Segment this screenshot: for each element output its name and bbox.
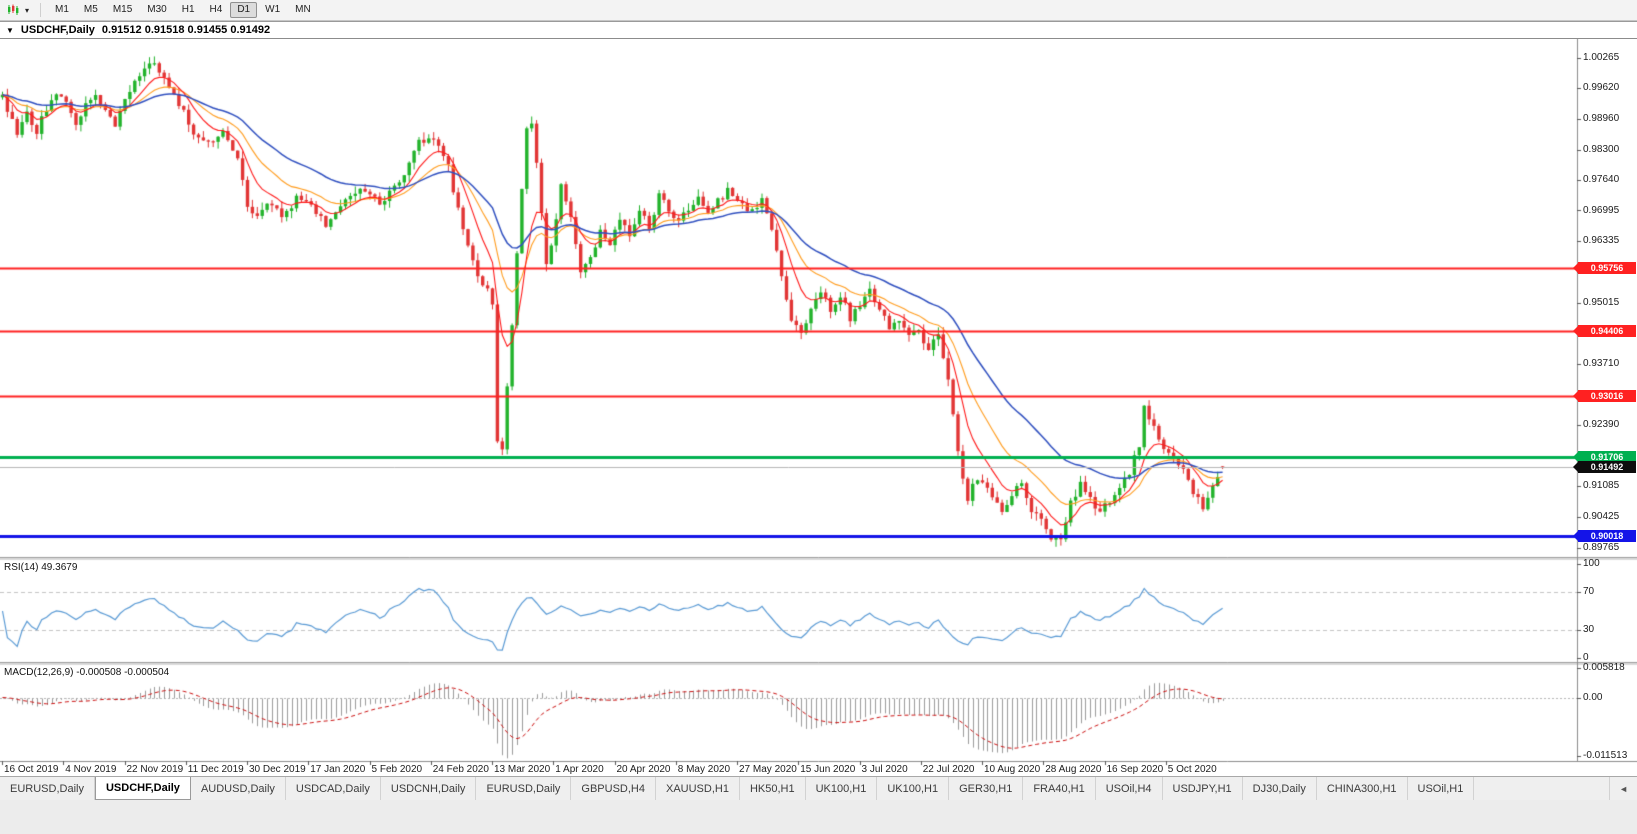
chart-tab-fra40-h1[interactable]: FRA40,H1 (1023, 777, 1096, 800)
date-axis-label: 17 Jan 2020 (310, 764, 366, 775)
chart-tab-usdchf-daily[interactable]: USDCHF,Daily (94, 777, 191, 800)
chart-tab-china300-h1[interactable]: CHINA300,H1 (1317, 777, 1408, 800)
price-line-tag: 0.95756 (1573, 262, 1636, 275)
rsi-axis-tick: 30 (1583, 623, 1595, 635)
price-axis-tick: 0.98300 (1583, 143, 1620, 155)
chart-tab-list: EURUSD,Daily USDCHF,Daily AUDUSD,Daily USDC… (0, 777, 1475, 800)
chart-tab-uk100-h1[interactable]: UK100,H1 (877, 777, 950, 800)
chart-tab-dj30-daily[interactable]: DJ30,Daily (1243, 777, 1317, 800)
date-axis-label: 27 May 2020 (739, 764, 797, 775)
date-axis-label: 8 May 2020 (677, 764, 731, 775)
price-axis-tick: 0.89765 (1583, 541, 1620, 553)
rsi-axis-tick: 70 (1583, 586, 1595, 598)
chart-tab-hk50-h1[interactable]: HK50,H1 (740, 777, 806, 800)
timeframe-button-w1[interactable]: W1 (265, 4, 281, 15)
price-axis-tick: 0.99620 (1583, 82, 1620, 93)
chart-tab-xauusd-h1[interactable]: XAUUSD,H1 (656, 777, 740, 800)
timeframe-button-h4[interactable]: H4 (209, 4, 223, 15)
date-axis-label: 13 Mar 2020 (494, 764, 551, 775)
date-axis-label: 3 Jul 2020 (861, 764, 908, 775)
toolbar-separator (40, 3, 42, 17)
chart-title-ohlc: 0.91512 0.91518 0.91455 0.91492 (101, 24, 271, 36)
chart-window: ▼ USDCHF,Daily 0.91512 0.91518 0.91455 0… (0, 21, 1637, 776)
chart-title-symbol: USDCHF,Daily (20, 24, 95, 36)
timeframe-button-group: M1 M5 M15 M30 H1 H4 D1 W1 MN (48, 2, 318, 18)
timeframe-button-mn[interactable]: MN (295, 4, 311, 15)
price-axis-tick: 0.92390 (1583, 419, 1620, 431)
macd-axis-tick: -0.011513 (1583, 749, 1628, 761)
price-axis-tick: 0.95015 (1583, 296, 1620, 308)
chart-type-caret-icon[interactable]: ▾ (25, 5, 30, 15)
status-strip (0, 800, 1637, 834)
date-axis-label: 5 Feb 2020 (371, 764, 423, 775)
tab-bar-spacer (1474, 777, 1609, 800)
chart-tab-uk100-h1[interactable]: UK100,H1 (806, 777, 878, 800)
chart-tab-gbpusd-h4[interactable]: GBPUSD,H4 (571, 777, 656, 800)
chart-tab-usdcad-daily[interactable]: USDCAD,Daily (286, 777, 381, 800)
date-axis-label: 4 Nov 2019 (65, 764, 117, 775)
chart-tab-eurusd-daily[interactable]: EURUSD,Daily (0, 777, 95, 800)
date-axis-label: 28 Aug 2020 (1045, 764, 1102, 775)
price-chart-canvas[interactable] (0, 22, 1637, 776)
date-axis-label: 10 Aug 2020 (984, 764, 1041, 775)
date-axis-label: 1 Apr 2020 (555, 764, 604, 775)
price-axis-tick: 0.96335 (1583, 235, 1620, 247)
chart-tab-audusd-daily[interactable]: AUDUSD,Daily (191, 777, 286, 800)
date-axis-label: 15 Jun 2020 (800, 764, 856, 775)
date-axis-label: 5 Oct 2020 (1167, 764, 1217, 775)
rsi-axis-tick: 100 (1583, 558, 1600, 569)
price-line-tag: 0.91706 (1573, 451, 1636, 464)
chart-collapse-icon[interactable]: ▼ (6, 25, 14, 35)
price-line-tag: 0.93016 (1573, 390, 1636, 403)
price-axis-tick: 0.91085 (1583, 480, 1620, 492)
chart-tab-usoil-h1[interactable]: USOil,H1 (1408, 777, 1475, 800)
date-axis-label: 30 Dec 2019 (249, 764, 306, 775)
timeframe-button-d1[interactable]: D1 (230, 2, 258, 18)
timeframe-button-m30[interactable]: M30 (147, 4, 167, 15)
chart-title-bar: ▼ USDCHF,Daily 0.91512 0.91518 0.91455 0… (0, 22, 1637, 39)
price-axis-tick: 0.97640 (1583, 174, 1620, 186)
macd-indicator-label: MACD(12,26,9) -0.000508 -0.000504 (4, 667, 170, 678)
price-axis-tick: 0.96995 (1583, 204, 1620, 216)
chart-tab-usoil-h4[interactable]: USOil,H4 (1096, 777, 1163, 800)
timeframe-button-h1[interactable]: H1 (181, 4, 195, 15)
chart-type-icon[interactable] (5, 3, 22, 17)
timeframe-button-m5[interactable]: M5 (83, 4, 98, 15)
toolbar: ▾ M1 M5 M15 M30 H1 H4 D1 W1 MN (0, 0, 1637, 21)
price-axis-tick: 0.93710 (1583, 357, 1620, 369)
price-line-tag: 0.94406 (1573, 325, 1636, 338)
date-axis-label: 22 Jul 2020 (922, 764, 975, 775)
rsi-indicator-label: RSI(14) 49.3679 (4, 562, 78, 573)
price-axis-tick: 1.00265 (1583, 51, 1620, 63)
price-axis-tick: 0.98960 (1583, 112, 1620, 124)
timeframe-button-m15[interactable]: M15 (112, 4, 133, 15)
macd-axis-tick: 0.005818 (1583, 661, 1625, 673)
price-axis-tick: 0.90425 (1583, 511, 1620, 523)
date-axis-label: 16 Oct 2019 (4, 764, 59, 775)
date-axis-label: 22 Nov 2019 (126, 764, 184, 775)
chart-tab-usdcnh-daily[interactable]: USDCNH,Daily (381, 777, 477, 800)
tab-scroll-left-button[interactable]: ◄ (1609, 777, 1637, 800)
rsi-axis-tick: 0 (1583, 652, 1589, 663)
current-price-tag: 0.91492 (1573, 461, 1636, 474)
price-line-tag: 0.90018 (1573, 530, 1636, 543)
date-axis-label: 24 Feb 2020 (432, 764, 489, 775)
chart-tab-bar: EURUSD,Daily USDCHF,Daily AUDUSD,Daily USDC… (0, 776, 1637, 800)
chart-tab-ger30-h1[interactable]: GER30,H1 (949, 777, 1024, 800)
date-axis-label: 11 Dec 2019 (187, 764, 244, 775)
chart-tab-usdjpy-h1[interactable]: USDJPY,H1 (1163, 777, 1243, 800)
timeframe-button-m1[interactable]: M1 (55, 4, 69, 15)
macd-axis-tick: 0.00 (1583, 691, 1603, 703)
date-axis-label: 16 Sep 2020 (1106, 764, 1164, 775)
chart-tab-eurusd-daily[interactable]: EURUSD,Daily (476, 777, 572, 800)
date-axis-label: 20 Apr 2020 (616, 764, 671, 775)
